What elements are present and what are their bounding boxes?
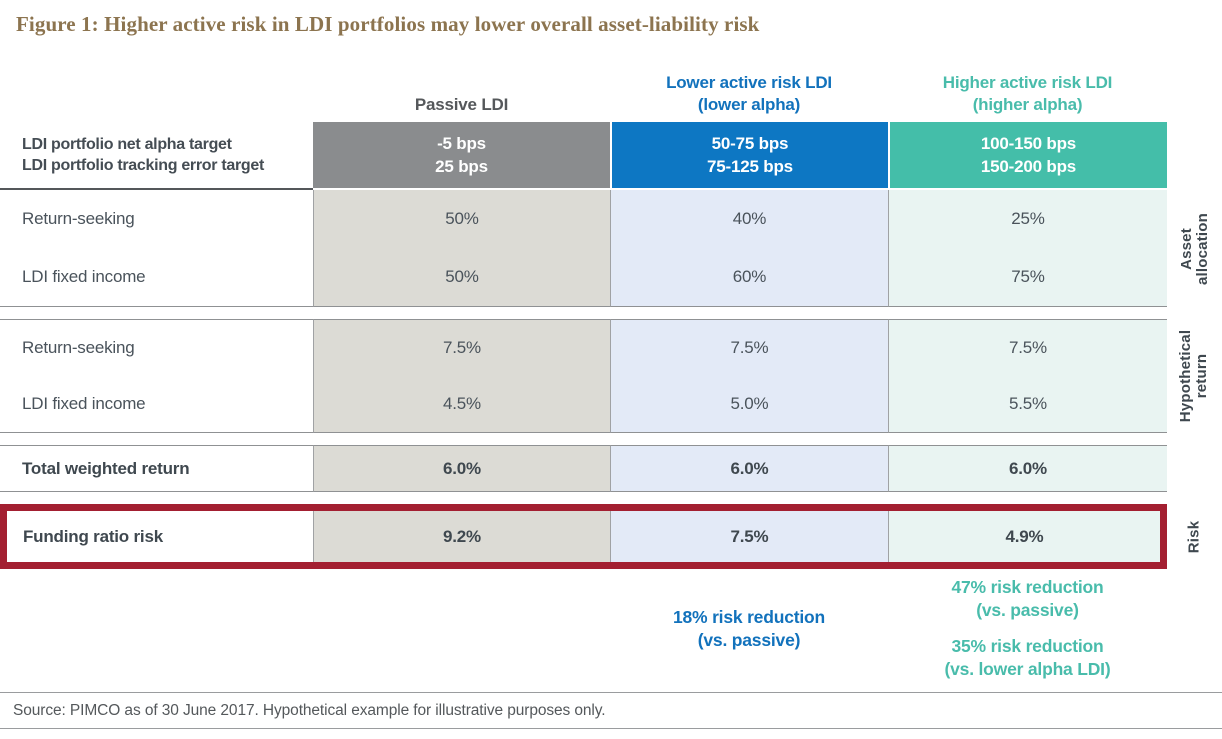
section-asset-allocation: Return-seeking LDI fixed income 50% 50% …	[0, 190, 1222, 307]
side-label-risk: Risk	[1185, 520, 1203, 553]
target-cell-higher-active: 100-150 bps 150-200 bps	[888, 122, 1167, 190]
tracking-target-passive: 25 bps	[435, 157, 488, 176]
table-cell: 6.0%	[443, 458, 481, 478]
table-cell: 4.5%	[443, 394, 481, 413]
row-funding-ratio-risk: Funding ratio risk 9.2% 7.5% 4.9% Risk	[0, 504, 1222, 569]
table-cell: 5.5%	[1009, 394, 1047, 413]
row-total-weighted-return: Total weighted return 6.0% 6.0% 6.0%	[0, 445, 1222, 492]
risk-highlight-frame: Funding ratio risk 9.2% 7.5% 4.9%	[0, 504, 1167, 569]
row-label-total-weighted-return: Total weighted return	[22, 458, 190, 478]
row-label-ldi-fixed-income: LDI fixed income	[22, 394, 146, 413]
total-weighted-return-label-cell: Total weighted return	[0, 445, 313, 492]
risk-reduction-annotations: 18% risk reduction (vs. passive) 47% ris…	[0, 569, 1222, 689]
asset-allocation-labels: Return-seeking LDI fixed income	[0, 190, 313, 307]
row-label-return-seeking: Return-seeking	[22, 209, 135, 228]
asset-allocation-lower: 40% 60%	[610, 190, 888, 307]
source-text: Source: PIMCO as of 30 June 2017. Hypoth…	[13, 701, 606, 719]
section-divider-gap	[0, 307, 1222, 319]
funding-risk-passive: 9.2%	[313, 511, 610, 562]
asset-allocation-higher: 25% 75%	[888, 190, 1167, 307]
alpha-target-lower: 50-75 bps	[711, 134, 789, 153]
annotation-spacer	[1167, 569, 1222, 689]
table-cell: 50%	[445, 267, 479, 286]
target-band-row: LDI portfolio net alpha target LDI portf…	[0, 122, 1222, 190]
row-label-alpha-target: LDI portfolio net alpha target	[22, 136, 232, 153]
row-label-return-seeking: Return-seeking	[22, 338, 135, 357]
side-label-asset-allocation: Asset allocation	[1177, 212, 1211, 285]
table-cell: 6.0%	[730, 458, 769, 478]
funding-risk-higher: 4.9%	[888, 511, 1160, 562]
table-cell: 6.0%	[1009, 458, 1047, 478]
side-label-hypothetical-return: Hypothetical return	[1177, 329, 1211, 423]
hypothetical-return-lower: 7.5% 5.0%	[610, 319, 888, 433]
row-label-funding-ratio-risk: Funding ratio risk	[7, 511, 313, 562]
table-cell: 75%	[1011, 267, 1045, 286]
tracking-target-lower: 75-125 bps	[707, 157, 793, 176]
table-cell: 7.5%	[730, 338, 769, 357]
table-cell: 60%	[732, 267, 767, 286]
target-row-labels: LDI portfolio net alpha target LDI portf…	[0, 122, 313, 190]
annotation-lower-risk-reduction: 18% risk reduction (vs. passive)	[672, 607, 825, 650]
table-cell: 5.0%	[730, 394, 769, 413]
annotation-vs-lower-alpha: 35% risk reduction (vs. lower alpha LDI)	[944, 636, 1111, 679]
hypothetical-return-labels: Return-seeking LDI fixed income	[0, 319, 313, 433]
hypothetical-return-passive: 7.5% 4.5%	[313, 319, 610, 433]
band-side-spacer	[1167, 122, 1222, 190]
total-return-lower: 6.0%	[610, 445, 888, 492]
annotation-spacer	[313, 569, 610, 689]
annotation-higher-risk-reduction: 47% risk reduction (vs. passive) 35% ris…	[888, 569, 1167, 689]
funding-risk-lower: 7.5%	[610, 511, 888, 562]
total-side-spacer	[1167, 445, 1222, 492]
section-divider-gap	[0, 433, 1222, 445]
column-header-lower-active-risk: Lower active risk LDI (lower alpha)	[666, 73, 832, 114]
table-cell: 7.5%	[443, 338, 481, 357]
total-return-passive: 6.0%	[313, 445, 610, 492]
annotation-vs-passive: 47% risk reduction (vs. passive)	[951, 577, 1104, 620]
table-cell: 50%	[445, 209, 479, 228]
row-label-ldi-fixed-income: LDI fixed income	[22, 267, 146, 286]
section-hypothetical-return: Return-seeking LDI fixed income 7.5% 4.5…	[0, 319, 1222, 433]
section-divider-gap	[0, 492, 1222, 504]
column-header-row: Passive LDI Lower active risk LDI (lower…	[0, 65, 1222, 122]
total-return-higher: 6.0%	[888, 445, 1167, 492]
alpha-target-passive: -5 bps	[437, 134, 486, 153]
target-cell-passive: -5 bps 25 bps	[313, 122, 610, 190]
hypothetical-return-higher: 7.5% 5.5%	[888, 319, 1167, 433]
source-footer: Source: PIMCO as of 30 June 2017. Hypoth…	[0, 692, 1222, 729]
table-cell: 25%	[1011, 209, 1045, 228]
figure-title: Figure 1: Higher active risk in LDI port…	[16, 12, 760, 36]
tracking-target-higher: 150-200 bps	[980, 157, 1077, 176]
column-header-passive-ldi: Passive LDI	[414, 95, 509, 114]
table-cell: 7.5%	[1009, 338, 1047, 357]
row-label-tracking-error-target: LDI portfolio tracking error target	[22, 157, 264, 174]
asset-allocation-passive: 50% 50%	[313, 190, 610, 307]
table-cell: 40%	[732, 209, 767, 228]
column-header-higher-active-risk: Higher active risk LDI (higher alpha)	[942, 73, 1113, 114]
target-cell-lower-active: 50-75 bps 75-125 bps	[610, 122, 888, 190]
alpha-target-higher: 100-150 bps	[980, 134, 1077, 153]
annotation-spacer	[0, 569, 313, 689]
